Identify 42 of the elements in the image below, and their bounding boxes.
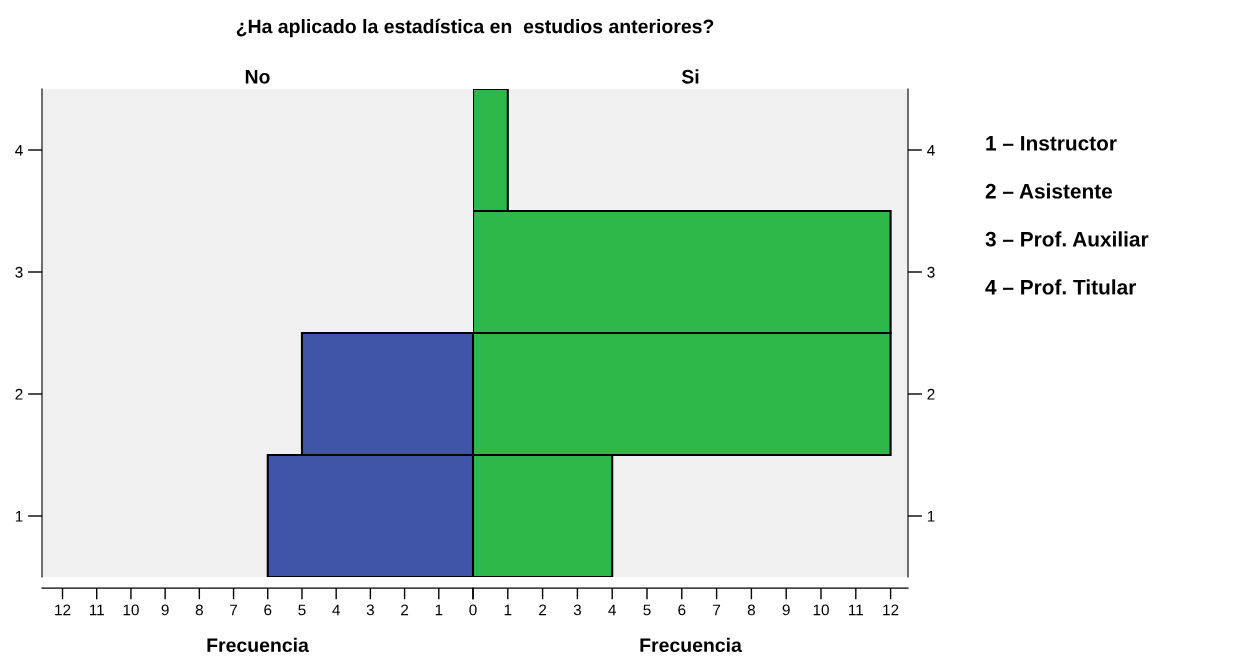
x-axis-title: Frecuencia [207,637,309,653]
y-tick-label: 4 [15,145,23,156]
y-tick-label: 3 [927,266,935,278]
y-tick-label: 4 [927,145,935,156]
text: ¿Ha aplicado la estadística en estudios anteriores? [236,18,714,38]
x-tick-label: 12 [55,604,71,616]
text: 4 – Prof. Titular [985,279,1136,295]
x-tick-label: 5 [643,604,651,616]
text: 1 – Instructor [986,136,1117,151]
x-tick-label: 10 [123,604,139,616]
y-tick-label: 3 [15,266,23,278]
text: 2 – Asistente [985,183,1113,199]
y-tick-label: 1 [15,511,23,522]
x-tick-label: 10 [813,604,829,616]
x-tick-label: 2 [401,604,409,616]
x-tick-label: 8 [195,604,203,616]
x-tick-label: 11 [849,604,863,616]
x-tick-label: 2 [539,604,547,616]
x-tick-label: 6 [264,604,272,616]
x-tick-label: 12 [883,604,899,616]
x-tick-label: 7 [713,604,721,616]
x-tick-label: 9 [782,604,790,616]
x-tick-label: 8 [747,604,755,616]
chart-subtitle: No [245,70,270,84]
x-tick-label: 3 [366,604,374,616]
x-tick-label: 4 [608,604,616,616]
x-tick-label: 6 [678,604,686,616]
x-tick-label: 1 [435,604,443,616]
y-tick-label: 2 [927,388,935,400]
x-tick-label: 3 [573,604,581,616]
y-tick-label: 2 [15,388,23,400]
x-tick-label: 1 [504,604,512,616]
y-tick-label: 1 [927,511,935,522]
text: 3 – Prof. Auxiliar [985,231,1149,247]
x-tick-label: 9 [161,604,169,616]
x-tick-label: 11 [89,604,104,616]
x-tick-label: 4 [332,604,340,616]
x-tick-label: 0 [469,604,477,616]
x-tick-label: 5 [298,604,306,616]
x-tick-label: 7 [230,604,238,616]
x-axis-title: Frecuencia [640,637,742,653]
chart-subtitle: Si [681,69,699,84]
